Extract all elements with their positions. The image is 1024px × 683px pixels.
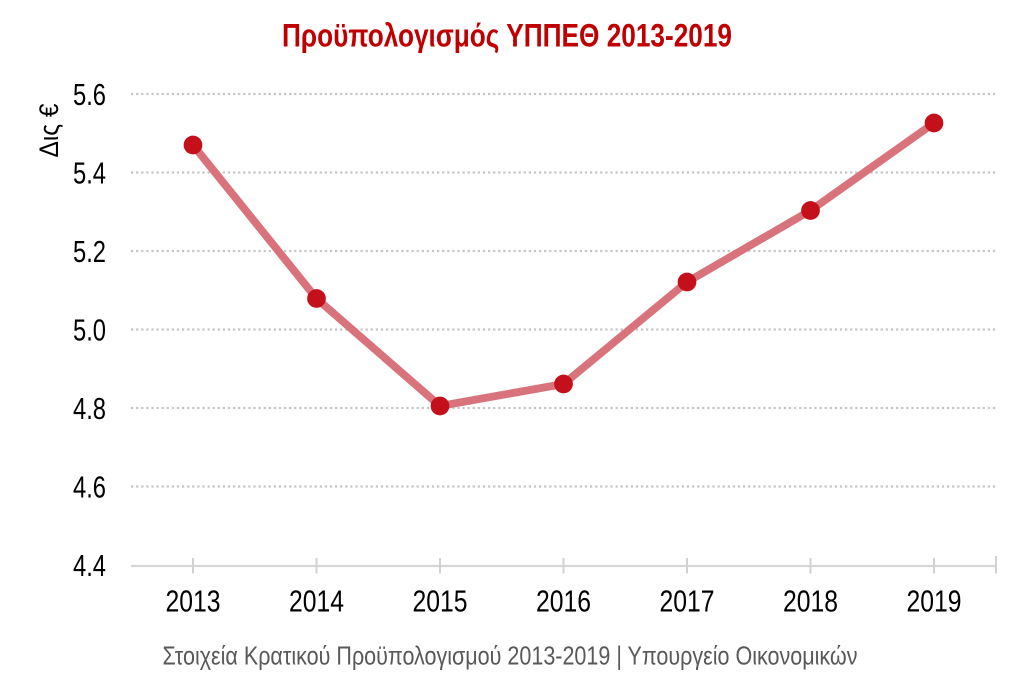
svg-text:4.8: 4.8 xyxy=(73,391,106,426)
svg-text:5.4: 5.4 xyxy=(73,155,106,190)
svg-text:4.6: 4.6 xyxy=(73,469,106,504)
svg-text:2014: 2014 xyxy=(289,584,344,619)
svg-text:5.2: 5.2 xyxy=(73,234,106,269)
svg-text:2015: 2015 xyxy=(413,584,468,619)
svg-text:4.4: 4.4 xyxy=(73,548,106,583)
svg-text:2016: 2016 xyxy=(536,584,591,619)
svg-text:Στοιχεία Κρατικού Προϋπολογισμ: Στοιχεία Κρατικού Προϋπολογισμού 2013-20… xyxy=(163,641,858,671)
svg-text:Προϋπολογισμός ΥΠΠΕΘ 2013-2019: Προϋπολογισμός ΥΠΠΕΘ 2013-2019 xyxy=(282,18,732,54)
svg-text:5.0: 5.0 xyxy=(73,312,106,347)
svg-text:2019: 2019 xyxy=(907,584,962,619)
svg-text:2013: 2013 xyxy=(166,584,221,619)
svg-text:2018: 2018 xyxy=(783,584,838,619)
svg-text:5.6: 5.6 xyxy=(73,77,106,112)
svg-text:2017: 2017 xyxy=(660,584,715,619)
svg-text:Δις €: Δις € xyxy=(34,104,64,158)
